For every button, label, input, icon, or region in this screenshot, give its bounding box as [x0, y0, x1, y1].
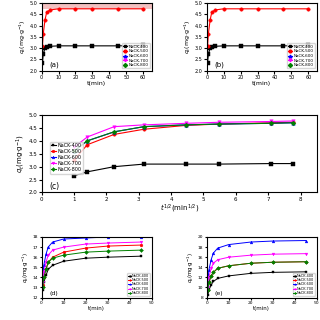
- X-axis label: t(min): t(min): [253, 307, 270, 311]
- Y-axis label: $q_t$(mg·g$^{-1}$): $q_t$(mg·g$^{-1}$): [21, 252, 31, 283]
- Legend: NaCK-400, NaCK-500, NaCK-600, NaCK-700, NaCK-800: NaCK-400, NaCK-500, NaCK-600, NaCK-700, …: [122, 44, 149, 68]
- Text: (c): (c): [50, 182, 60, 191]
- X-axis label: t(min): t(min): [88, 307, 105, 311]
- Legend: NaCK-400, NaCK-500, NaCK-600, NaCK-700, NaCK-800: NaCK-400, NaCK-500, NaCK-600, NaCK-700, …: [127, 273, 150, 296]
- Y-axis label: $q_t$(mg·g$^{-1}$): $q_t$(mg·g$^{-1}$): [186, 252, 196, 283]
- X-axis label: t(min): t(min): [252, 81, 271, 86]
- Text: (d): (d): [49, 291, 58, 296]
- Y-axis label: $q_t$(mg·g$^{-1}$): $q_t$(mg·g$^{-1}$): [18, 20, 28, 54]
- Text: (e): (e): [214, 291, 223, 296]
- Y-axis label: $q_t$(mg·g$^{-1}$): $q_t$(mg·g$^{-1}$): [15, 134, 27, 173]
- Bar: [42, 3, 152, 9]
- X-axis label: $t^{1/2}$(min$^{1/2}$): $t^{1/2}$(min$^{1/2}$): [160, 203, 199, 215]
- Legend: NaCK-400, NaCK-500, NaCK-600, NaCK-700, NaCK-800: NaCK-400, NaCK-500, NaCK-600, NaCK-700, …: [287, 44, 315, 68]
- Text: (a): (a): [49, 61, 59, 68]
- Legend: NaCK-400, NaCK-500, NaCK-600, NaCK-700, NaCK-800: NaCK-400, NaCK-500, NaCK-600, NaCK-700, …: [50, 142, 83, 173]
- Text: (b): (b): [214, 61, 224, 68]
- Y-axis label: $q_t$(mg·g$^{-1}$): $q_t$(mg·g$^{-1}$): [183, 20, 193, 54]
- Legend: NaCK-400, NaCK-500, NaCK-600, NaCK-700, NaCK-800: NaCK-400, NaCK-500, NaCK-600, NaCK-700, …: [292, 273, 315, 296]
- X-axis label: t(min): t(min): [87, 81, 106, 86]
